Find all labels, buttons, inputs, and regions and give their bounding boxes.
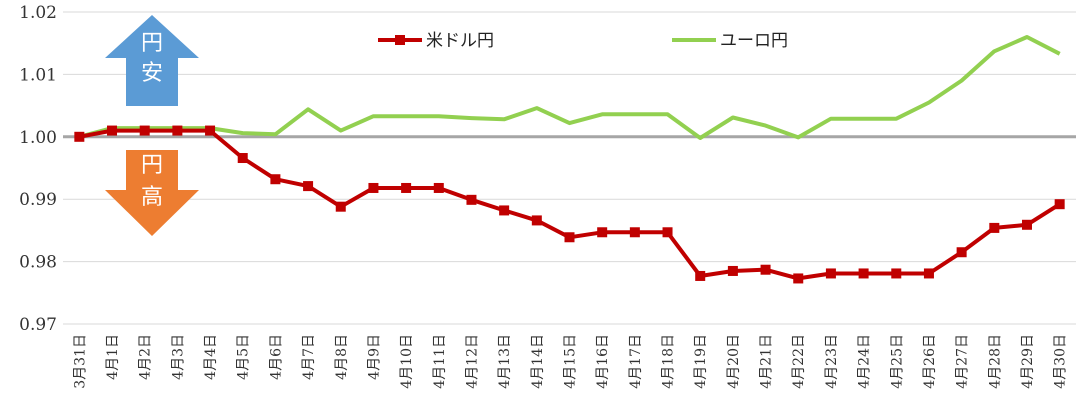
x-tick-label: 4月29日: [1020, 334, 1036, 389]
x-tick-label: 4月30日: [1053, 334, 1069, 389]
x-axis-ticks: 3月31日 4月1日 4月2日 4月3日 4月4日 4月5日 4月6日 4月7日 4月8日 4月9…: [72, 334, 1068, 389]
x-tick-label: 4月1日: [105, 334, 121, 380]
x-tick-label: 4月15日: [563, 334, 579, 389]
data-point: [531, 215, 542, 226]
gridlines: [63, 11, 1076, 325]
x-tick-label: 4月8日: [334, 334, 350, 380]
y-axis-ticks: 0.97 0.98 0.99 1.00 1.01 1.02: [19, 3, 57, 335]
x-tick-label: 4月10日: [399, 334, 415, 389]
data-point: [760, 264, 771, 275]
data-point: [891, 268, 902, 279]
data-point: [74, 131, 85, 142]
x-tick-label: 4月16日: [595, 334, 611, 389]
y-tick-label: 0.99: [19, 190, 57, 210]
data-point: [205, 125, 216, 136]
x-tick-label: 4月13日: [497, 334, 513, 389]
x-tick-label: 4月27日: [955, 334, 971, 389]
data-point: [629, 227, 640, 238]
arrow-label: 円高: [141, 153, 163, 210]
y-tick-label: 1.00: [19, 128, 57, 148]
x-tick-label: 4月19日: [693, 334, 709, 389]
data-point: [368, 182, 379, 193]
x-tick-label: 4月18日: [661, 334, 677, 389]
data-point: [825, 268, 836, 279]
x-tick-label: 4月11日: [432, 334, 448, 389]
x-tick-label: 4月26日: [922, 334, 938, 389]
legend: 米ドル円 ユーロ円: [378, 31, 788, 51]
data-point: [923, 268, 934, 279]
data-point: [139, 125, 150, 136]
data-point: [695, 270, 706, 281]
data-point: [597, 227, 608, 238]
data-point: [172, 125, 183, 136]
data-point: [989, 222, 1000, 233]
data-point: [401, 182, 412, 193]
series-line: [78, 35, 1061, 140]
yen-strong-arrow: [105, 150, 199, 236]
y-tick-label: 1.01: [19, 65, 57, 85]
x-tick-label: 4月3日: [170, 334, 186, 380]
x-tick-label: 4月20日: [726, 334, 742, 389]
data-point: [107, 125, 118, 136]
x-tick-label: 4月22日: [791, 334, 807, 389]
data-point: [466, 194, 477, 205]
x-tick-label: 4月17日: [628, 334, 644, 389]
legend-item: 米ドル円: [378, 31, 494, 51]
data-point: [1021, 219, 1032, 230]
x-tick-label: 4月12日: [464, 334, 480, 389]
x-tick-label: 4月4日: [203, 334, 219, 380]
y-tick-label: 1.02: [19, 3, 57, 23]
data-point: [1054, 199, 1065, 210]
x-tick-label: 4月7日: [301, 334, 317, 380]
data-point: [335, 201, 346, 212]
x-tick-label: 4月25日: [889, 334, 905, 389]
series-0: [74, 125, 1065, 284]
x-tick-label: 4月24日: [857, 334, 873, 389]
series-line: [78, 128, 1061, 281]
data-point: [237, 153, 248, 164]
data-point: [858, 268, 869, 279]
x-tick-label: 4月6日: [268, 334, 284, 380]
y-tick-label: 0.98: [19, 253, 57, 273]
legend-label: ユーロ円: [720, 31, 788, 51]
data-point: [727, 265, 738, 276]
series-1: [78, 35, 1061, 140]
data-point: [793, 273, 804, 284]
data-point: [662, 227, 673, 238]
x-tick-label: 4月5日: [236, 334, 252, 380]
x-tick-label: 4月23日: [824, 334, 840, 389]
data-point: [433, 182, 444, 193]
x-tick-label: 4月14日: [530, 334, 546, 389]
yen-weak-arrow: [105, 15, 199, 106]
legend-label: 米ドル円: [426, 31, 494, 51]
y-tick-label: 0.97: [19, 315, 57, 335]
data-point: [303, 181, 314, 192]
data-point: [956, 247, 967, 258]
x-tick-label: 4月9日: [366, 334, 382, 380]
data-point: [499, 205, 510, 216]
x-tick-label: 4月28日: [987, 334, 1003, 389]
legend-marker: [395, 35, 405, 45]
x-tick-label: 4月21日: [759, 334, 775, 389]
series: [74, 35, 1065, 284]
arrow-label: 円安: [141, 31, 163, 86]
x-tick-label: 3月31日: [72, 334, 88, 389]
legend-item: ユーロ円: [672, 31, 788, 51]
data-point: [270, 174, 281, 185]
x-tick-label: 4月2日: [138, 334, 154, 380]
data-point: [564, 232, 575, 243]
